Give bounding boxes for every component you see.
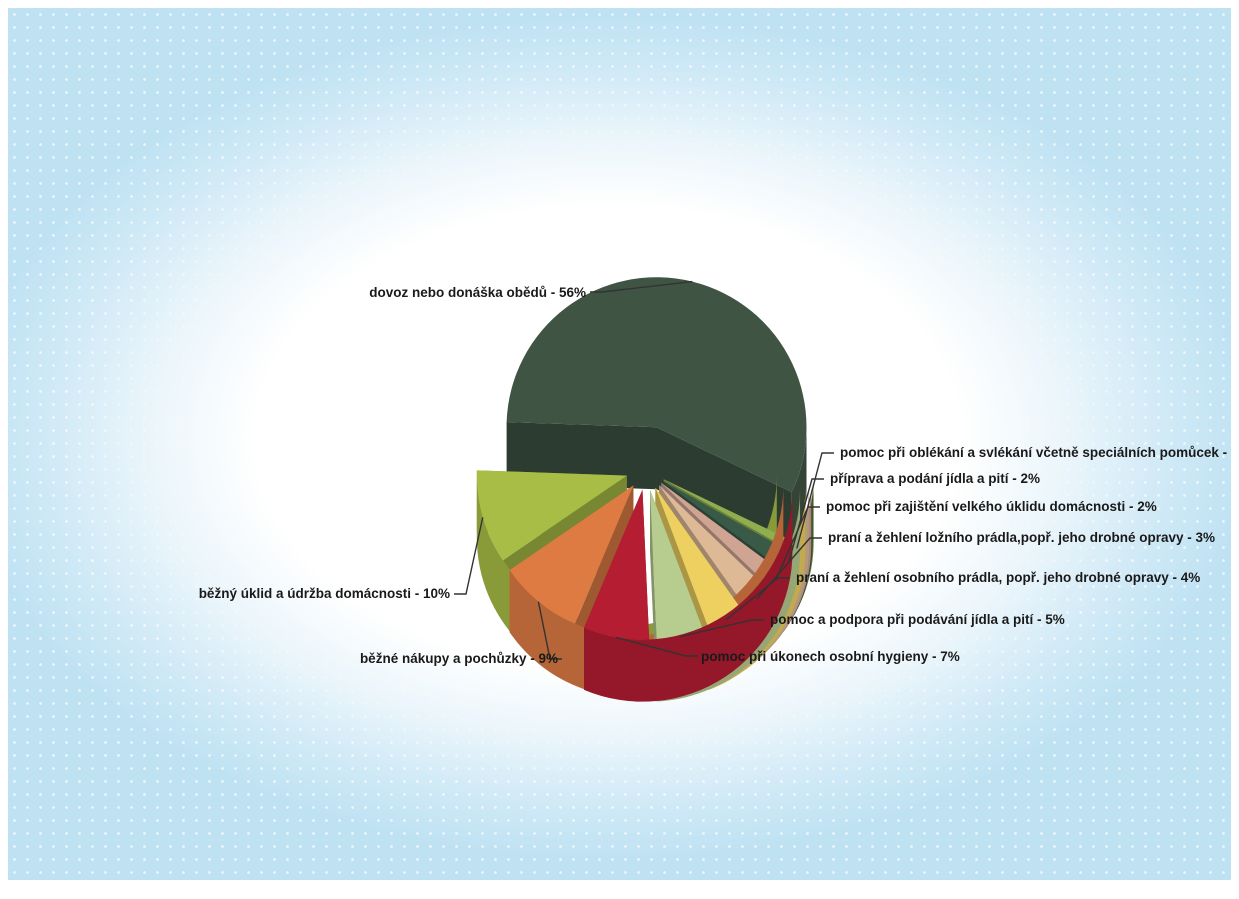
leader-lines — [454, 280, 834, 660]
slice-labels: dovoz nebo donáška obědů - 56% pomoc při… — [199, 285, 1231, 666]
leader-line-5 — [725, 577, 790, 621]
leader-line-6 — [680, 619, 764, 638]
label-nakupy: běžné nákupy a pochůzky - 9% — [360, 651, 558, 666]
leader-line-7 — [615, 636, 698, 657]
label-osobni-hygiena: pomoc při úkonech osobní hygieny - 7% — [701, 649, 960, 664]
leader-line-9 — [454, 517, 484, 595]
pie-chart: dovoz nebo donáška obědů - 56% pomoc při… — [199, 277, 1231, 702]
leader-line-4 — [756, 537, 822, 600]
pie-slice-7 — [584, 489, 793, 702]
label-dovoz: dovoz nebo donáška obědů - 56% — [369, 285, 586, 300]
pie-slices — [476, 277, 814, 702]
leader-line-1 — [796, 452, 834, 549]
leader-line-0 — [590, 280, 693, 293]
slide-background: dovoz nebo donáška obědů - 56% pomoc při… — [8, 8, 1231, 880]
label-velky-uklid: pomoc při zajištění velkého úklidu domác… — [826, 499, 1157, 514]
label-podavani-jidla: pomoc a podpora při podávání jídla a pit… — [770, 612, 1065, 627]
label-bezny-uklid: běžný úklid a údržba domácnosti - 10% — [199, 586, 450, 601]
label-oblekani: pomoc při oblékání a svlékání včetně spe… — [840, 445, 1231, 460]
pie-slice-0 — [506, 277, 807, 555]
label-lozni-pradlo: praní a žehlení ložního prádla,popř. jeh… — [828, 530, 1215, 545]
label-osobni-pradlo: praní a žehlení osobního prádla, popř. j… — [796, 570, 1200, 585]
leader-line-8 — [537, 601, 562, 660]
label-priprava-jidla: příprava a podání jídla a pití - 2% — [830, 471, 1040, 486]
leader-line-3 — [775, 506, 820, 580]
